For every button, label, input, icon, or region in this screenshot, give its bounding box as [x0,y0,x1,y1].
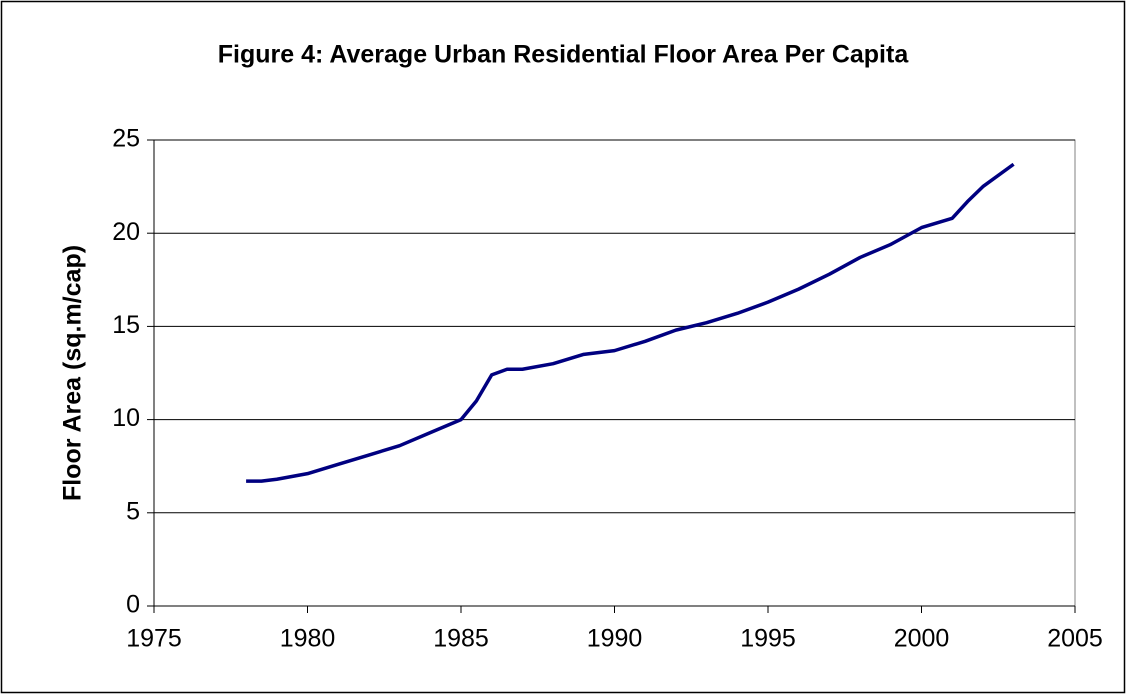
x-tick-label: 1975 [126,625,182,653]
y-tick-label: 10 [112,404,140,432]
x-tick-label: 2005 [1047,625,1103,653]
x-tick-label: 1985 [433,625,489,653]
x-tick-label: 2000 [894,625,950,653]
y-tick-label: 15 [112,311,140,339]
x-tick-label: 1980 [280,625,336,653]
x-tick-label: 1990 [587,625,643,653]
y-axis-label: Floor Area (sq.m/cap) [59,245,87,501]
x-tick-label: 1995 [740,625,796,653]
data-line [246,162,1015,483]
y-tick-label: 5 [126,497,140,525]
y-tick-label: 25 [112,125,140,153]
y-tick-label: 0 [126,591,140,619]
y-tick-label: 20 [112,218,140,246]
chart-title: Figure 4: Average Urban Residential Floo… [218,41,910,69]
